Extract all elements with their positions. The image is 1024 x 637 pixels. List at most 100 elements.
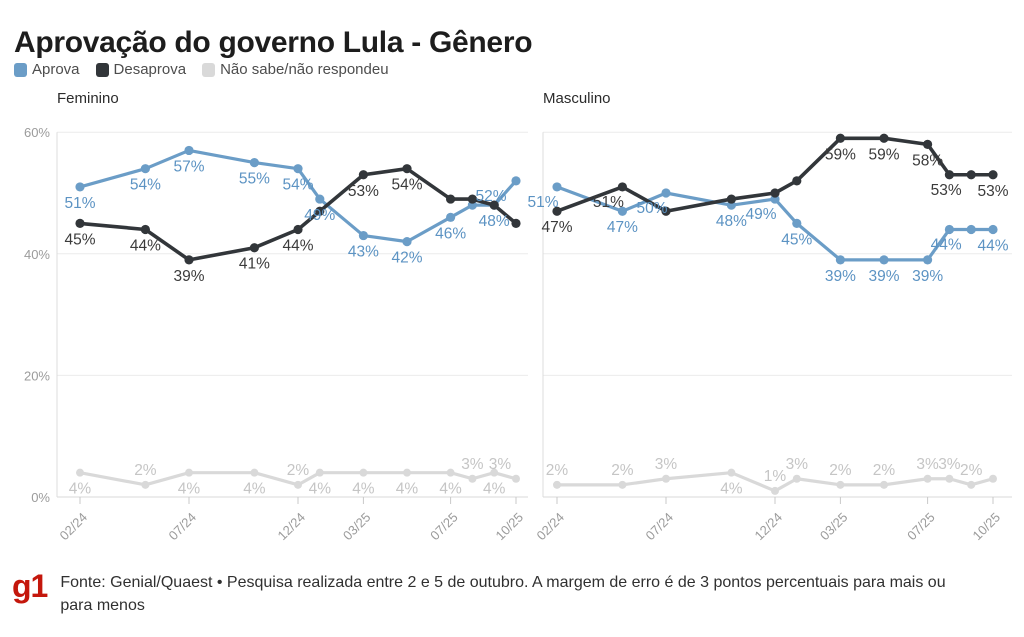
data-label: 48% — [716, 213, 747, 230]
data-point — [315, 194, 325, 204]
x-axis-label: 02/24 — [534, 510, 568, 544]
data-point — [250, 468, 259, 477]
data-point — [988, 170, 998, 180]
data-point — [446, 468, 455, 477]
data-label: 50% — [636, 200, 667, 217]
x-axis-label: 03/25 — [817, 510, 851, 544]
data-point — [141, 480, 150, 489]
data-point — [617, 182, 628, 192]
data-point — [293, 224, 303, 235]
data-point — [727, 468, 736, 477]
x-axis-label: 10/25 — [493, 510, 527, 544]
data-label: 4% — [352, 481, 375, 498]
data-label: 51% — [593, 194, 624, 211]
x-axis-label: 07/24 — [166, 510, 200, 544]
data-point — [771, 486, 779, 495]
data-point — [792, 176, 802, 186]
data-label: 1% — [764, 468, 787, 485]
data-point — [140, 164, 150, 174]
data-point — [511, 176, 521, 186]
x-axis-label: 07/24 — [643, 510, 677, 544]
data-point — [489, 200, 499, 210]
data-label: 2% — [960, 462, 983, 479]
data-label: 2% — [873, 462, 896, 479]
data-point — [315, 206, 325, 216]
data-point — [617, 206, 628, 216]
data-label: 4% — [243, 481, 266, 498]
data-point — [836, 480, 845, 489]
data-point — [989, 474, 997, 483]
data-label: 59% — [825, 146, 856, 163]
data-label: 53% — [348, 183, 379, 200]
data-label: 44% — [977, 237, 1008, 254]
data-label: 4% — [439, 481, 462, 498]
legend: Aprova Desaprova Não sabe/não respondeu — [14, 61, 389, 78]
data-label: 45% — [64, 231, 95, 248]
data-label: 47% — [607, 219, 638, 236]
data-label: 39% — [825, 268, 856, 285]
data-label: 48% — [479, 213, 510, 230]
data-label: 44% — [282, 237, 313, 254]
data-point — [879, 255, 889, 265]
panel-title-feminino: Feminino — [57, 90, 119, 107]
data-label: 39% — [912, 268, 943, 285]
data-label: 4% — [309, 481, 332, 498]
x-axis-label: 07/25 — [427, 510, 461, 544]
data-point — [315, 468, 324, 477]
data-label: 4% — [483, 481, 506, 498]
y-axis-label: 60% — [24, 125, 50, 140]
data-label: 49% — [304, 207, 335, 224]
data-point — [75, 182, 85, 192]
data-label: 4% — [396, 481, 419, 498]
y-axis-label: 0% — [31, 490, 50, 505]
data-point — [923, 474, 932, 483]
data-point — [726, 194, 737, 204]
data-point — [835, 255, 846, 265]
legend-label-nao-sabe: Não sabe/não respondeu — [220, 61, 389, 78]
data-label: 2% — [829, 462, 852, 479]
data-point — [294, 480, 302, 489]
data-label: 45% — [781, 231, 812, 248]
data-point — [923, 139, 933, 149]
y-axis-label: 40% — [24, 247, 50, 262]
data-point — [140, 224, 150, 235]
panel-title-masculino: Masculino — [543, 90, 611, 107]
data-point — [661, 188, 671, 198]
data-point — [446, 194, 456, 204]
data-label: 54% — [391, 177, 422, 194]
data-point — [358, 170, 368, 180]
data-label: 2% — [134, 462, 157, 479]
data-label: 3% — [916, 456, 939, 473]
data-point — [403, 468, 411, 477]
data-label: 3% — [786, 456, 809, 473]
data-point — [76, 468, 84, 477]
data-point — [945, 474, 954, 483]
data-point — [467, 194, 477, 204]
data-point — [358, 230, 368, 241]
data-label: 54% — [282, 177, 313, 194]
x-axis-label: 12/24 — [752, 510, 786, 544]
data-point — [402, 164, 412, 174]
legend-swatch-desaprova — [95, 62, 109, 77]
data-point — [552, 182, 562, 192]
data-label: 3% — [938, 456, 961, 473]
data-point — [988, 224, 998, 235]
data-label: 39% — [173, 268, 204, 285]
data-point — [967, 480, 976, 489]
data-label: 44% — [931, 236, 962, 253]
data-point — [185, 468, 193, 477]
data-label: 53% — [977, 183, 1008, 200]
chart-title: Aprovação do governo Lula - Gênero — [14, 26, 533, 60]
data-label: 51% — [527, 194, 558, 211]
data-point — [75, 218, 85, 228]
data-label: 4% — [720, 481, 743, 498]
data-label: 57% — [173, 158, 204, 175]
data-label: 2% — [546, 462, 569, 479]
x-axis-label: 07/25 — [904, 510, 938, 544]
data-label: 3% — [461, 456, 484, 473]
data-point — [512, 474, 520, 483]
data-point — [661, 206, 671, 216]
data-point — [966, 170, 976, 180]
data-point — [966, 224, 976, 235]
data-label: 54% — [130, 177, 161, 194]
